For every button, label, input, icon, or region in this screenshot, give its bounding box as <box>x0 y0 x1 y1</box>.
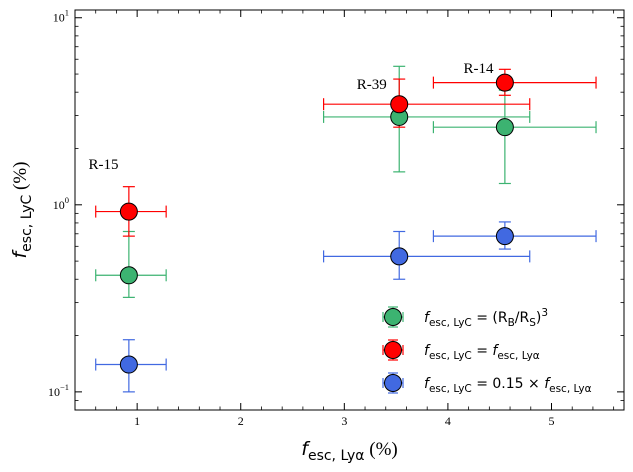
red-point <box>119 202 138 221</box>
legend-label: fesc, LyC = fesc, Lyα <box>424 343 540 362</box>
y-tick-label: 101 <box>53 8 69 25</box>
blue-errorbar <box>432 221 597 250</box>
blue-point <box>119 355 138 374</box>
x-tick-label: 1 <box>134 414 140 428</box>
legend-marker <box>384 374 402 392</box>
axes-frame <box>74 9 625 411</box>
legend-marker <box>384 341 402 359</box>
legend-entry-green: fesc, LyC = (RB/RS)3 <box>382 306 548 329</box>
y-tick-label: 10−1 <box>48 382 69 399</box>
legend-entry-red: fesc, LyC = fesc, Lyα <box>382 339 540 362</box>
x-tick-label: 4 <box>445 414 451 428</box>
red-point <box>390 95 409 114</box>
x-tick-label: 5 <box>548 414 554 428</box>
annotation-label: R-39 <box>357 77 387 93</box>
y-axis-label: fesc, LyC (%) <box>9 161 35 258</box>
legend: fesc, LyC = (RB/RS)3 fesc, LyC = fesc, Ly… <box>382 306 592 395</box>
green-point <box>119 266 138 285</box>
legend-marker <box>384 308 402 326</box>
annotation-label: R-14 <box>463 61 494 77</box>
x-tick-label: 3 <box>341 414 347 428</box>
legend-label: fesc, LyC = (RB/RS)3 <box>424 307 548 329</box>
x-axis-label: fesc, Lyα (%) <box>301 438 397 464</box>
markers-layer <box>119 73 514 374</box>
legend-entry-blue: fesc, LyC = 0.15 × fesc, Lyα <box>382 372 592 395</box>
green-point <box>495 118 514 137</box>
red-point <box>495 73 514 92</box>
ticks-layer: 1 2 3 4 5 10−1 100 101 <box>48 8 624 428</box>
y-tick-label: 100 <box>53 195 69 212</box>
blue-point <box>390 247 409 266</box>
axis-labels: fesc, Lyα (%) fesc, LyC (%) <box>9 161 398 464</box>
annotations-layer: R-15 R-39 R-14 <box>88 61 493 173</box>
errorbars-layer <box>95 65 597 393</box>
annotation-label: R-15 <box>88 157 118 173</box>
blue-point <box>495 227 514 246</box>
legend-label: fesc, LyC = 0.15 × fesc, Lyα <box>424 376 592 395</box>
x-tick-label: 2 <box>238 414 244 428</box>
red-errorbar <box>432 68 597 96</box>
green-errorbar <box>95 230 167 298</box>
